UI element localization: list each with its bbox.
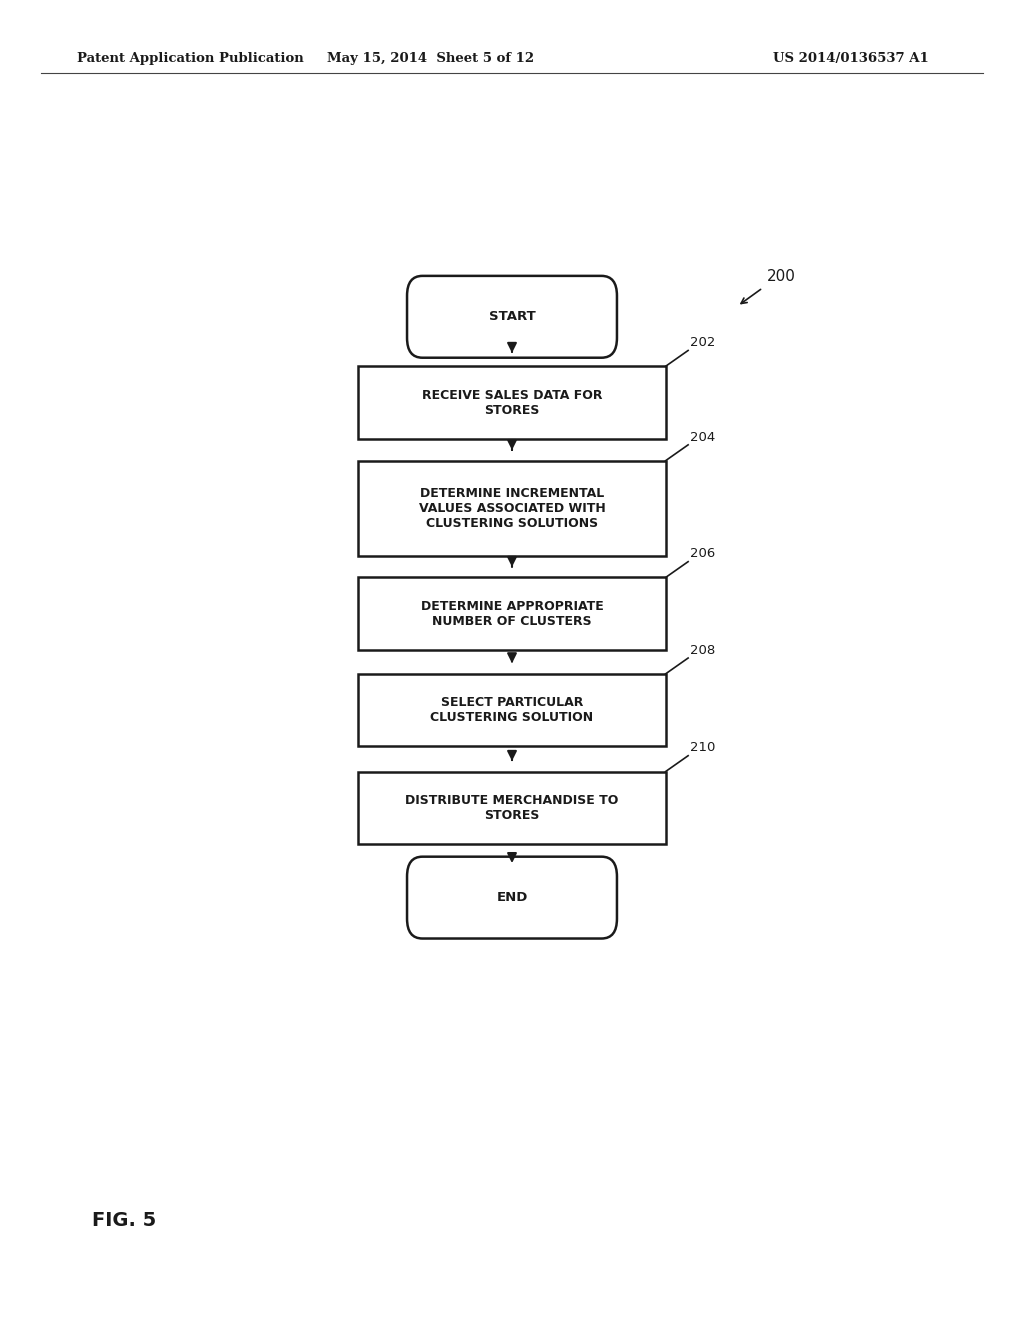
Bar xyxy=(358,366,666,438)
Text: Patent Application Publication: Patent Application Publication xyxy=(77,51,303,65)
FancyBboxPatch shape xyxy=(407,857,616,939)
Text: SELECT PARTICULAR
CLUSTERING SOLUTION: SELECT PARTICULAR CLUSTERING SOLUTION xyxy=(430,696,594,725)
Text: 200: 200 xyxy=(767,269,796,284)
Text: RECEIVE SALES DATA FOR
STORES: RECEIVE SALES DATA FOR STORES xyxy=(422,388,602,417)
Text: May 15, 2014  Sheet 5 of 12: May 15, 2014 Sheet 5 of 12 xyxy=(327,51,534,65)
Text: 204: 204 xyxy=(690,430,716,444)
Text: 208: 208 xyxy=(690,644,716,656)
Text: DETERMINE INCREMENTAL
VALUES ASSOCIATED WITH
CLUSTERING SOLUTIONS: DETERMINE INCREMENTAL VALUES ASSOCIATED … xyxy=(419,487,605,529)
Bar xyxy=(358,461,666,556)
Text: DETERMINE APPROPRIATE
NUMBER OF CLUSTERS: DETERMINE APPROPRIATE NUMBER OF CLUSTERS xyxy=(421,599,603,628)
Text: FIG. 5: FIG. 5 xyxy=(92,1212,157,1230)
Text: 210: 210 xyxy=(690,742,716,754)
FancyBboxPatch shape xyxy=(407,276,616,358)
Text: START: START xyxy=(488,310,536,323)
Text: US 2014/0136537 A1: US 2014/0136537 A1 xyxy=(773,51,929,65)
Bar xyxy=(358,577,666,649)
Text: END: END xyxy=(497,891,527,904)
Text: DISTRIBUTE MERCHANDISE TO
STORES: DISTRIBUTE MERCHANDISE TO STORES xyxy=(406,793,618,822)
Bar xyxy=(358,673,666,747)
Bar xyxy=(358,771,666,845)
Text: 206: 206 xyxy=(690,548,716,560)
Text: 202: 202 xyxy=(690,337,716,350)
